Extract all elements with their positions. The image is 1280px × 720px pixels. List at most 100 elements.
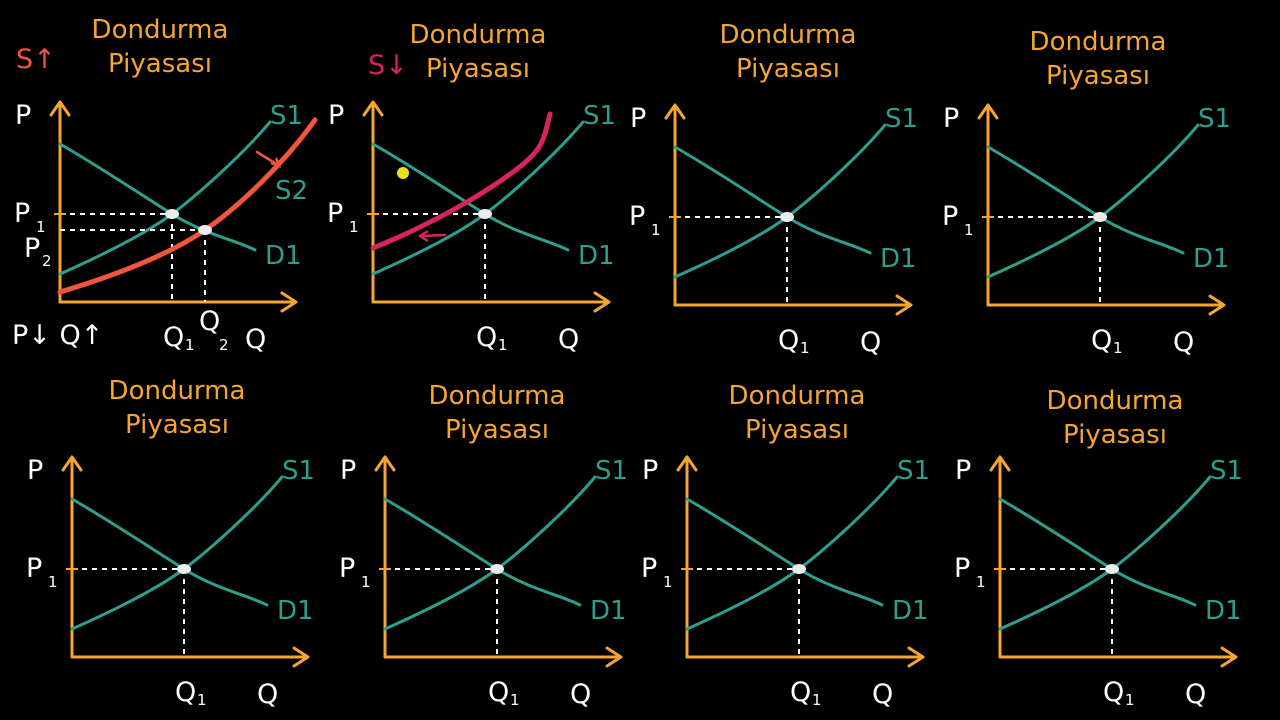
supply-curve-s1 xyxy=(70,475,284,631)
x-axis-arrowhead xyxy=(907,646,925,668)
panel-title-line1: Dondurma xyxy=(729,381,866,411)
supply-decrease-note: S↓ xyxy=(368,50,408,81)
supply-curve-s1 xyxy=(383,475,597,631)
shift-arrow-head xyxy=(417,229,429,243)
supply-curve-s1 xyxy=(998,475,1212,631)
supply-label-s1: S1 xyxy=(1210,456,1243,486)
q1-subscript: 1 xyxy=(800,339,810,357)
x-axis-arrowhead xyxy=(1220,646,1238,668)
p1-label: P xyxy=(339,553,355,584)
p1-label: P xyxy=(629,201,645,232)
p2-label: P xyxy=(24,233,40,264)
panel-title-line2: Piyasası xyxy=(445,415,549,445)
demand-label-d1: D1 xyxy=(1205,596,1242,626)
supply-label-s1: S1 xyxy=(897,456,930,486)
demand-label-d1: D1 xyxy=(1193,244,1230,274)
y-axis-label: P xyxy=(340,455,356,486)
demand-label-d1: D1 xyxy=(265,241,302,271)
supply-curve-s1 xyxy=(685,475,899,631)
demand-curve-d1 xyxy=(986,145,1185,255)
p1-subscript: 1 xyxy=(349,218,359,236)
panel-title-line2: Piyasası xyxy=(426,54,530,84)
equilibrium-point xyxy=(165,209,179,219)
y-axis-arrowhead xyxy=(374,455,396,472)
equilibrium-point xyxy=(490,564,504,574)
demand-label-d1: D1 xyxy=(277,596,314,626)
y-axis-arrowhead xyxy=(676,455,698,472)
supply-increase-note: S↑ xyxy=(16,44,56,75)
panel-title-line1: Dondurma xyxy=(109,376,246,406)
x-axis-label: Q xyxy=(1185,679,1206,710)
y-axis-arrowhead xyxy=(61,455,83,472)
x-axis-arrowhead xyxy=(292,646,310,668)
p1-subscript: 1 xyxy=(36,218,46,236)
panel-title-line1: Dondurma xyxy=(1030,27,1167,57)
shift-arrow-head xyxy=(270,157,282,169)
p1-subscript: 1 xyxy=(976,573,986,591)
q1-label: Q xyxy=(778,325,799,356)
q1-label: Q xyxy=(175,677,196,708)
shift-arrow xyxy=(419,233,447,238)
x-axis-arrowhead xyxy=(895,294,913,316)
supply-label-s1: S1 xyxy=(583,101,616,131)
x-axis-arrowhead xyxy=(1208,294,1226,316)
p1-label: P xyxy=(327,198,343,229)
y-axis-label: P xyxy=(630,103,646,134)
y-axis-label: P xyxy=(328,100,344,131)
q1-label: Q xyxy=(1091,325,1112,356)
x-axis-arrowhead xyxy=(593,291,611,313)
panel-title-line2: Piyasası xyxy=(1046,61,1150,91)
x-axis-label: Q xyxy=(257,679,278,710)
p1-label: P xyxy=(14,198,30,229)
demand-curve-d1 xyxy=(673,145,872,255)
q1-subscript: 1 xyxy=(1125,691,1135,709)
shift-arrow xyxy=(255,150,280,167)
q2-label: Q xyxy=(199,306,220,337)
p1-subscript: 1 xyxy=(663,573,673,591)
q1-subscript: 1 xyxy=(197,691,207,709)
x-axis-arrowhead xyxy=(605,646,623,668)
y-axis-arrowhead xyxy=(49,100,71,117)
p2-subscript: 2 xyxy=(42,252,52,270)
equilibrium-point xyxy=(478,209,492,219)
x-axis-label: Q xyxy=(1173,327,1194,358)
q1-label: Q xyxy=(488,677,509,708)
y-axis-arrowhead xyxy=(989,455,1011,472)
equilibrium-point xyxy=(177,564,191,574)
panel-title-line1: Dondurma xyxy=(92,15,229,45)
p1-label: P xyxy=(26,553,42,584)
q1-subscript: 1 xyxy=(1113,339,1123,357)
q1-subscript: 1 xyxy=(510,691,520,709)
supply-label-s1: S1 xyxy=(595,456,628,486)
supply-curve-s1 xyxy=(986,123,1200,279)
panel-title-line2: Piyasası xyxy=(736,54,840,84)
panel-title-line2: Piyasası xyxy=(1063,420,1167,450)
y-axis-arrowhead xyxy=(664,103,686,120)
result-note: P↓ Q↑ xyxy=(12,320,103,351)
panel-title-line1: Dondurma xyxy=(1047,386,1184,416)
y-axis-label: P xyxy=(943,103,959,134)
demand-curve-d1 xyxy=(70,497,269,607)
q1-subscript: 1 xyxy=(498,336,508,354)
q1-subscript: 1 xyxy=(185,336,195,354)
demand-label-d1: D1 xyxy=(578,241,615,271)
panel-title-line2: Piyasası xyxy=(745,415,849,445)
y-axis-label: P xyxy=(642,455,658,486)
x-axis-label: Q xyxy=(245,324,266,355)
y-axis-label: P xyxy=(955,455,971,486)
supply-label-s1: S1 xyxy=(282,456,315,486)
supply-label-s2: S2 xyxy=(275,176,308,206)
p1-subscript: 1 xyxy=(48,573,58,591)
supply-label-s1: S1 xyxy=(270,101,303,131)
demand-label-d1: D1 xyxy=(590,596,627,626)
y-axis-label: P xyxy=(15,100,31,131)
equilibrium-point xyxy=(792,564,806,574)
y-axis-arrowhead xyxy=(362,100,384,117)
supply-label-s1: S1 xyxy=(885,104,918,134)
panel-title-line2: Piyasası xyxy=(125,410,229,440)
